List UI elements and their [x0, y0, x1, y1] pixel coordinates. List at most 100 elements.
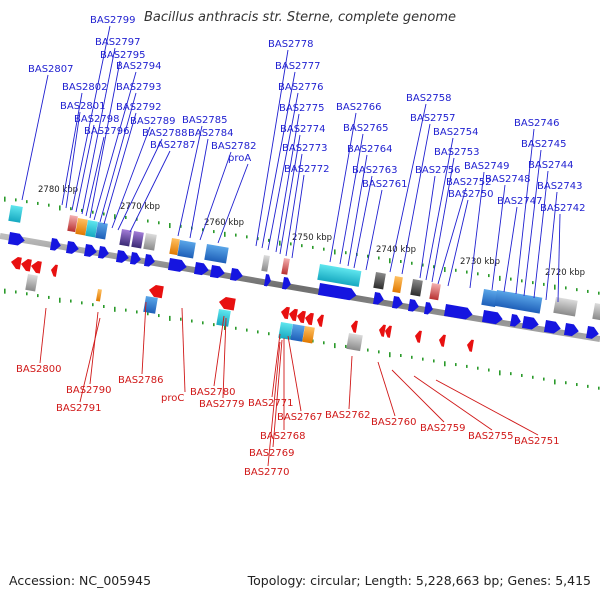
scale-dot [213, 323, 215, 327]
scale-dot [81, 208, 83, 212]
accession-label: Accession: NC_005945 [9, 573, 152, 588]
feature-block [143, 295, 158, 314]
callout-line [533, 170, 549, 299]
gene-label-forward: BAS2778 [268, 39, 314, 50]
scale-dot [543, 377, 545, 381]
scale-dot [466, 364, 468, 368]
scale-dot [136, 217, 138, 221]
scale-dot [444, 267, 446, 273]
forward-gene-arrow [521, 316, 539, 330]
gene-label-forward: BAS2789 [130, 116, 176, 127]
callout-line [181, 307, 186, 393]
genome-summary: Topology: circular; Length: 5,228,663 bp… [247, 573, 591, 588]
scale-dot [268, 238, 270, 242]
scale-dot [202, 228, 204, 232]
scale-dot [202, 321, 204, 325]
scale-dot [400, 260, 402, 263]
forward-gene-arrow [391, 296, 403, 309]
reverse-gene-arrow [30, 261, 42, 274]
scale-dot [180, 224, 182, 228]
gene-label-forward: BAS2772 [284, 164, 330, 175]
scale-dot [37, 294, 39, 298]
callout-line [79, 317, 101, 403]
reverse-gene-arrow [466, 339, 474, 352]
gene-label-forward: BAS2748 [485, 174, 531, 185]
scale-dot [158, 314, 160, 318]
scale-dot [411, 355, 413, 359]
scale-dot [576, 383, 578, 387]
reverse-gene-arrow [10, 257, 22, 270]
kbp-tick-label: 2740 kbp [376, 245, 416, 255]
gene-label-forward: BAS2793 [116, 82, 162, 93]
gene-label-forward: BAS2773 [282, 143, 328, 154]
scale-dot [510, 372, 512, 376]
callout-line [545, 191, 558, 301]
scale-dot [180, 317, 182, 321]
scale-dot [147, 219, 149, 223]
scale-dots-inner [4, 288, 600, 390]
gene-label-forward: BAS2799 [90, 15, 136, 26]
kbp-tick-label: 2780 kbp [38, 185, 78, 195]
gene-label-forward: BAS2785 [182, 115, 228, 126]
callout-line [391, 369, 445, 423]
feature-block [25, 274, 38, 292]
gene-label-forward: BAS2797 [95, 37, 141, 48]
scale-dot [378, 350, 380, 354]
scale-dot [598, 291, 600, 295]
gene-label-forward: BAS2754 [433, 127, 479, 138]
scale-dot [257, 237, 259, 241]
gene-label-reverse: BAS2790 [66, 385, 112, 396]
callout-line [189, 138, 209, 239]
scale-dot [169, 223, 171, 229]
feature-block [119, 229, 132, 247]
gene-label-forward: BAS2750 [448, 189, 494, 200]
callout-line [89, 60, 121, 219]
feature-block [494, 290, 543, 314]
callout-line [99, 92, 137, 223]
callout-line [291, 174, 305, 259]
gene-label-reverse: BAS2762 [325, 410, 371, 421]
scale-dot [565, 286, 567, 290]
gene-label-forward: BAS2782 [211, 141, 257, 152]
gene-label-forward: BAS2749 [464, 161, 510, 172]
scale-dot [455, 363, 457, 367]
callout-line [61, 92, 83, 206]
gene-label-forward: BAS2774 [280, 124, 326, 135]
reverse-gene-arrow [50, 264, 58, 277]
kbp-tick-label: 2750 kbp [292, 233, 332, 243]
callout-line [285, 153, 303, 257]
callout-line [447, 199, 469, 287]
feature-block [302, 325, 315, 344]
scale-dot [15, 290, 17, 294]
feature-block [281, 258, 290, 275]
scale-dot [488, 368, 490, 372]
scale-dot [367, 348, 369, 352]
forward-gene-arrow [407, 299, 419, 312]
scale-dot [235, 233, 237, 237]
gene-label-forward: BAS2744 [528, 160, 574, 171]
gene-label-forward: BAS2777 [275, 61, 321, 72]
callout-line [267, 92, 299, 251]
feature-block [85, 220, 98, 238]
gene-label-reverse: BAS2786 [118, 375, 164, 386]
gene-label-reverse: BAS2780 [190, 387, 236, 398]
reverse-gene-arrow [288, 308, 298, 322]
callout-line [425, 137, 454, 281]
gene-label-forward: BAS2801 [60, 101, 106, 112]
callout-line [177, 125, 203, 237]
scale-dot [70, 207, 72, 211]
scale-dot [103, 212, 105, 216]
feature-block [204, 244, 229, 264]
feature-block [278, 322, 293, 340]
callout-line [353, 175, 373, 269]
forward-gene-arrow [443, 304, 473, 320]
scale-dot [147, 312, 149, 316]
scale-dot [411, 261, 413, 265]
gene-label-forward: BAS2788 [142, 128, 188, 139]
scale-dot [598, 386, 600, 390]
callout-line [85, 136, 105, 217]
gene-label-forward: BAS2756 [415, 165, 461, 176]
scale-dot [345, 251, 347, 255]
